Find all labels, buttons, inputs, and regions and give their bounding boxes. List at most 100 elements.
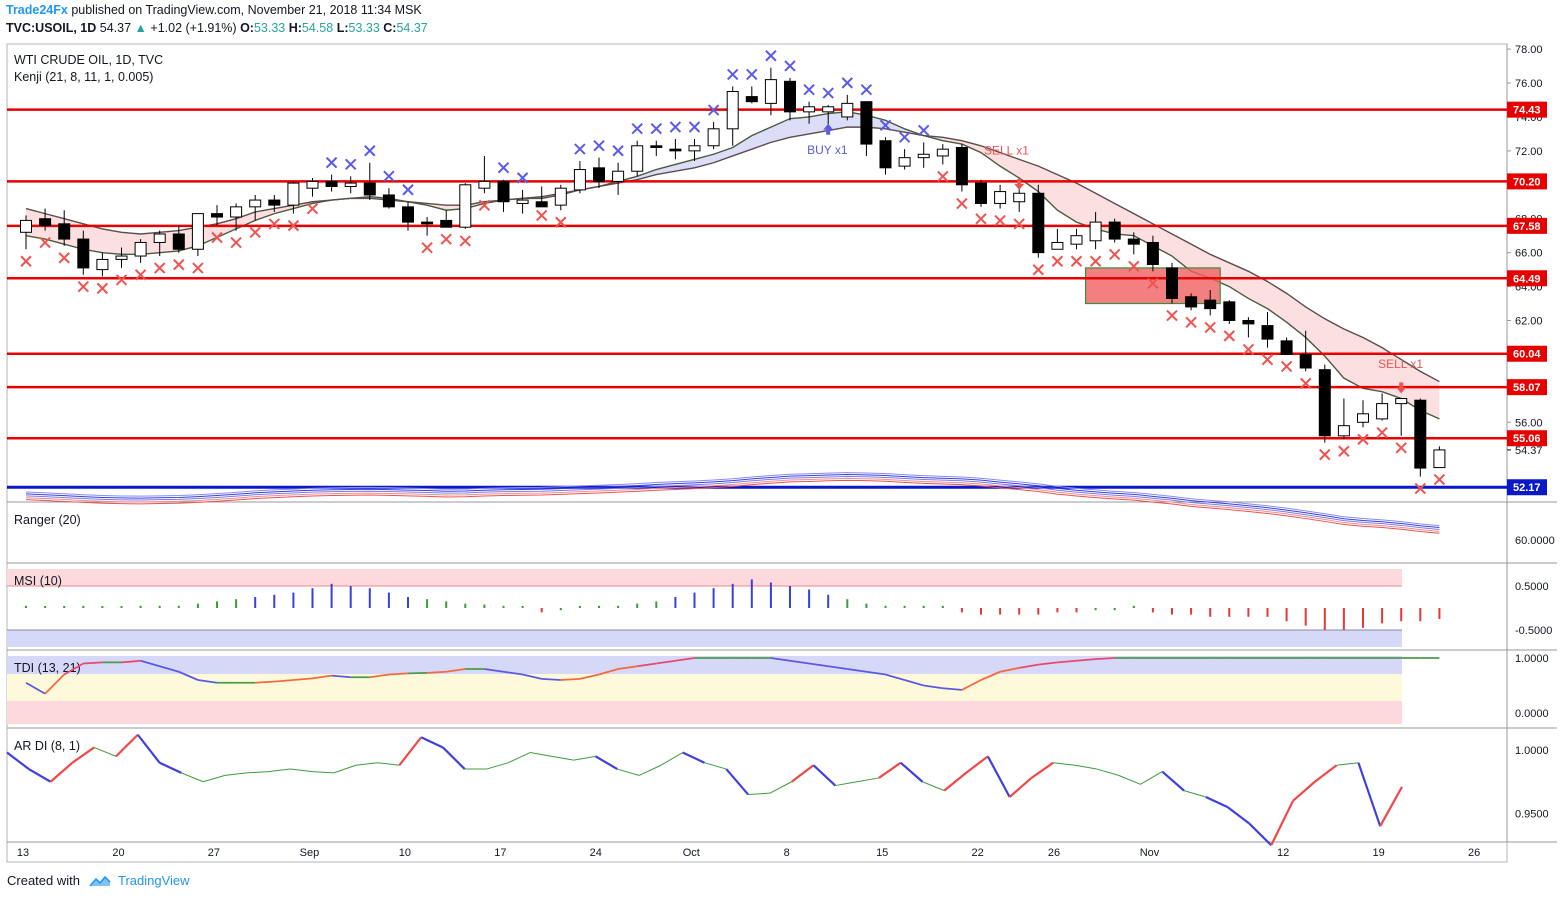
tdi-line-segment	[522, 673, 542, 680]
sell-arrow-icon	[1014, 178, 1025, 190]
ranger-band-line	[25, 477, 1440, 532]
candle-body	[1318, 369, 1331, 437]
tdi-line-segment	[617, 665, 638, 670]
ardi-line-segment	[1336, 762, 1359, 766]
signal-cross-marker	[211, 231, 223, 244]
candle-body	[1185, 296, 1198, 308]
msi-bar	[980, 608, 982, 615]
signal-cross-marker	[1013, 218, 1025, 230]
msi-bar	[1151, 608, 1154, 613]
msi-bar	[578, 606, 581, 608]
tdi-mid-band	[7, 674, 1402, 701]
msi-bar	[1438, 608, 1441, 619]
level-price-badge	[1507, 345, 1547, 362]
ardi-line-segment	[835, 781, 858, 787]
level-price-label: 70.20	[1513, 176, 1541, 188]
candle-body	[535, 201, 548, 208]
tdi-line-segment	[388, 672, 409, 676]
level-price-badge	[1507, 173, 1547, 190]
signal-cross-marker	[344, 158, 357, 171]
msi-bar	[1228, 608, 1231, 617]
msi-bar	[1304, 608, 1307, 626]
signal-cross-marker	[402, 184, 414, 196]
candle-body	[955, 146, 968, 186]
sell-signal-label: SELL x1	[1378, 357, 1423, 371]
msi-bar	[827, 594, 830, 608]
candle-body	[803, 106, 816, 113]
signal-cross-marker	[956, 197, 968, 210]
ardi-line-segment	[617, 768, 640, 776]
candle-body	[249, 199, 262, 208]
msi-bar	[1132, 605, 1135, 608]
price-tick-label: 76.00	[1515, 78, 1543, 90]
candle-body	[172, 233, 185, 250]
ardi-line-segment	[1248, 822, 1272, 847]
author-link[interactable]: Trade24Fx	[6, 3, 68, 17]
signal-cross-marker	[516, 172, 529, 184]
ardi-line-segment	[224, 772, 247, 776]
time-tick-label: 10	[399, 847, 411, 859]
tdi-line-segment	[560, 678, 580, 681]
msi-upper-band	[7, 569, 1402, 586]
ardi-line-segment	[442, 746, 466, 770]
msi-bar	[426, 599, 429, 608]
msi-bar	[674, 597, 677, 608]
candle-body	[822, 106, 835, 113]
tdi-line-segment	[503, 670, 523, 676]
buy-signal-label: BUY x1	[807, 143, 848, 157]
msi-bar	[254, 597, 257, 608]
ardi-line-segment	[769, 781, 792, 794]
tdi-upper-band	[7, 656, 1402, 674]
ardi-line-segment	[725, 768, 749, 796]
signal-cross-marker	[440, 233, 452, 245]
ardi-line-segment	[1030, 761, 1054, 779]
ardi-line-segment	[638, 764, 662, 776]
ardi-line-segment	[573, 755, 596, 761]
chart-frame	[6, 43, 1508, 863]
tradingview-link[interactable]: TradingView	[88, 873, 190, 888]
ardi-line-segment	[1183, 790, 1206, 798]
chart-canvas[interactable]: WTI CRUDE OIL, 1D, TVC Kenji (21, 8, 11, …	[0, 0, 1565, 865]
tdi-line-segment	[942, 687, 962, 691]
ardi-line-segment	[159, 761, 182, 774]
kenji-cloud	[331, 196, 428, 206]
sell-signal-label: SELL x1	[984, 143, 1029, 157]
signal-cross-marker	[1051, 255, 1064, 267]
signal-cross-marker	[917, 124, 930, 137]
signal-cross-marker	[1223, 330, 1236, 342]
candle-body	[1127, 238, 1140, 245]
signal-cross-marker	[230, 236, 242, 249]
high-value: 54.58	[301, 21, 334, 35]
msi-bar	[349, 586, 352, 608]
level-price-label: 58.07	[1513, 382, 1541, 394]
signal-zone	[1084, 267, 1221, 305]
signal-cross-marker	[1185, 316, 1197, 329]
ardi-line-segment	[791, 764, 815, 783]
candle-body	[1204, 299, 1217, 310]
kenji-cloud	[942, 137, 1440, 419]
candle-body	[707, 128, 720, 147]
msi-tick-label: -0.5000	[1515, 625, 1552, 637]
signal-cross-marker	[746, 68, 758, 81]
tdi-line-segment	[579, 673, 600, 680]
tdi-line-segment	[656, 659, 676, 665]
msi-bar	[1247, 608, 1250, 617]
candle-body	[191, 213, 204, 250]
ardi-line-segment	[1379, 786, 1403, 827]
tdi-line-segment	[789, 659, 810, 665]
ardi-line-segment	[965, 755, 989, 774]
candle-body	[554, 187, 567, 206]
signal-cross-marker	[860, 83, 873, 96]
msi-bar	[1056, 608, 1059, 613]
close-value: 54.37	[396, 21, 428, 35]
signal-cross-marker	[478, 199, 491, 211]
candle-body	[1070, 235, 1083, 245]
time-tick-label: 22	[972, 847, 984, 859]
ardi-line-segment	[899, 761, 924, 783]
msi-bar	[1113, 608, 1116, 611]
footer: Created with TradingView	[7, 873, 190, 888]
tdi-lower-band	[7, 701, 1402, 724]
signal-cross-marker	[1395, 442, 1407, 454]
candle-body	[382, 194, 395, 208]
ardi-line-segment	[93, 746, 117, 757]
